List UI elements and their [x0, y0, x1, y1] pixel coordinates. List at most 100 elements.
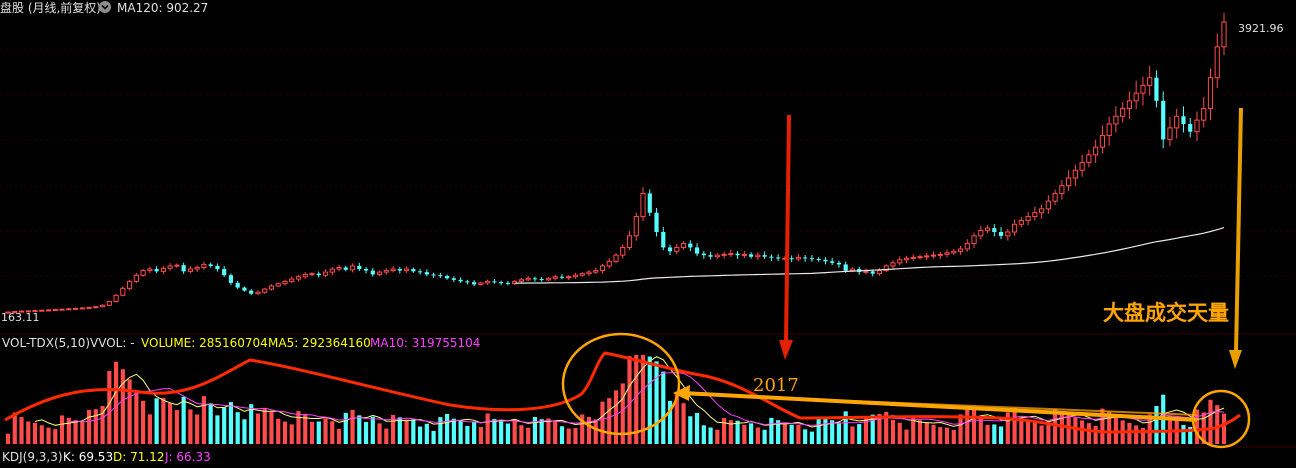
volume-bar: [634, 354, 639, 444]
candle: [322, 271, 329, 276]
volume-bar: [1019, 417, 1024, 444]
volume-bar: [978, 416, 983, 444]
volume-bar: [276, 418, 281, 444]
candle: [1214, 46, 1220, 79]
volume-bar: [539, 419, 544, 444]
candle: [714, 254, 720, 258]
year-annotation: 2017: [753, 375, 799, 396]
candle: [1032, 212, 1038, 218]
volume-bar: [1147, 414, 1152, 444]
volume-bar: [235, 412, 240, 444]
candle: [93, 306, 99, 309]
candle: [830, 261, 835, 263]
volume-bar: [830, 420, 835, 444]
volume-ma10-value: MA10: 319755104: [370, 336, 480, 350]
volume-bar: [613, 390, 619, 444]
volume-bar: [141, 400, 146, 444]
volume-bar: [762, 429, 767, 444]
volume-bar: [566, 428, 571, 444]
volume-bar: [1046, 422, 1051, 444]
orange-pointer-arrow: [1234, 107, 1243, 353]
volume-bar: [519, 425, 524, 444]
volume-bar: [1215, 405, 1220, 444]
candle: [876, 270, 883, 275]
volume-bar: [174, 410, 179, 444]
volume-bar: [438, 417, 443, 444]
big-volume-annotation: 大盘成交天量: [1103, 301, 1229, 325]
candle: [512, 280, 518, 285]
candle: [187, 268, 193, 272]
volume-bar: [600, 401, 605, 444]
candle: [403, 268, 410, 272]
volume-bar: [1127, 422, 1132, 444]
candle: [275, 283, 281, 287]
candle: [769, 256, 774, 258]
volume-bar: [755, 427, 760, 444]
candle: [499, 282, 504, 284]
candle: [228, 275, 234, 283]
volume-bar: [667, 400, 673, 444]
comparison-arrow: [682, 391, 1198, 422]
volume-bar: [296, 411, 301, 444]
volume-bar: [59, 415, 65, 444]
volume-bar: [823, 418, 828, 444]
candle: [1011, 223, 1018, 233]
candle: [268, 285, 275, 290]
candle: [572, 274, 579, 278]
volume-bar: [688, 416, 693, 444]
candle: [776, 257, 781, 259]
candle: [823, 259, 828, 262]
settings-icon[interactable]: [99, 1, 111, 13]
volume-bar: [343, 412, 348, 444]
candle: [106, 300, 112, 306]
candle: [1126, 100, 1133, 110]
volume-bar: [1073, 417, 1078, 444]
volume-bar: [107, 370, 112, 444]
volume-bar: [5, 433, 11, 444]
candle: [964, 243, 970, 250]
volume-bar: [451, 418, 456, 444]
volume-bar: [715, 429, 720, 444]
volume-bar: [316, 421, 321, 444]
volume-bar: [1025, 420, 1031, 444]
volume-bar: [53, 429, 58, 444]
candle: [930, 254, 937, 257]
candle: [1039, 208, 1045, 214]
volume-bar: [1107, 411, 1112, 444]
volume-bar: [255, 413, 261, 444]
volume-bar: [1100, 408, 1105, 444]
candle: [472, 282, 477, 285]
volume-bar: [769, 417, 774, 444]
volume-bar: [836, 422, 842, 444]
candle: [1201, 108, 1207, 121]
candle: [694, 247, 700, 254]
red-pointer-arrow: [784, 114, 791, 343]
volume-bar: [113, 361, 119, 444]
volume-bar: [1140, 427, 1146, 444]
candle: [1181, 116, 1186, 124]
candle: [566, 276, 572, 279]
candle: [539, 279, 544, 281]
volume-bar: [674, 393, 679, 444]
comparison-arrowhead: [673, 385, 690, 401]
candle: [505, 282, 511, 284]
volume-bar: [215, 415, 220, 444]
candle: [903, 257, 910, 261]
candle: [140, 270, 146, 276]
volume-bar: [992, 424, 997, 444]
volume-bar: [654, 361, 659, 444]
volume-bar: [526, 427, 531, 444]
volume-bar: [1053, 409, 1058, 444]
volume-bar: [681, 403, 686, 444]
volume-bar: [647, 356, 652, 444]
candle: [1086, 154, 1092, 164]
volume-bar: [127, 379, 132, 444]
volume-bar: [309, 421, 315, 444]
volume-bar: [32, 422, 38, 444]
candle: [485, 280, 491, 284]
volume-bar: [1059, 412, 1064, 444]
candle: [708, 255, 713, 257]
volume-bar: [1181, 424, 1186, 444]
candle: [674, 246, 680, 252]
